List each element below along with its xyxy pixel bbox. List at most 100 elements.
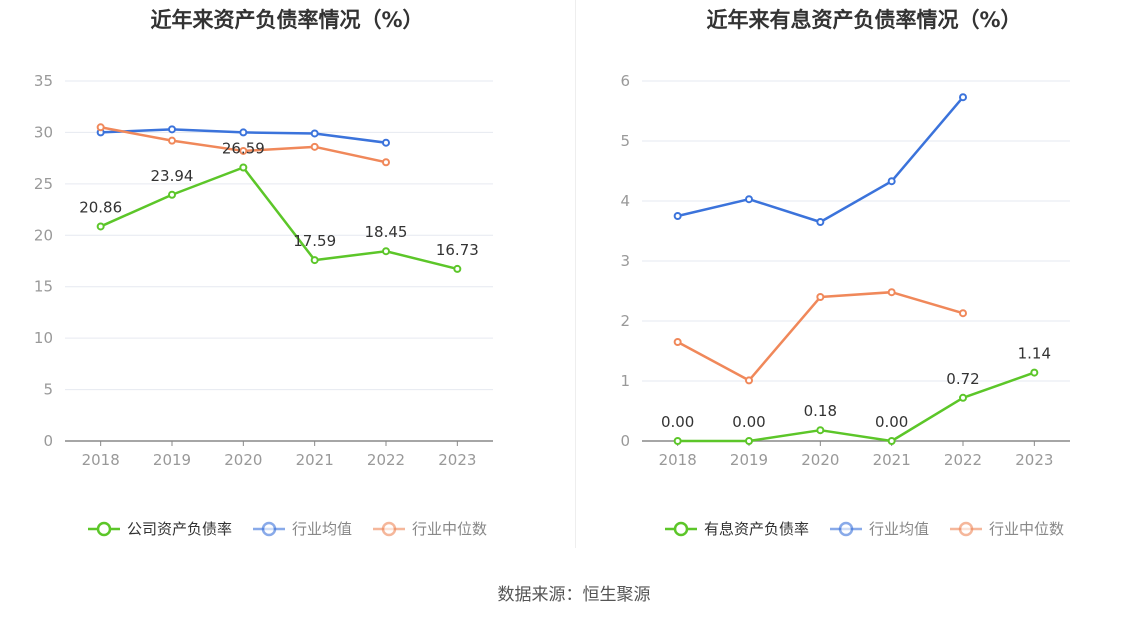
x-tick-label: 2021 (873, 451, 911, 469)
y-tick-label: 20 (34, 226, 53, 244)
series-line[interactable] (677, 290, 964, 382)
data-point[interactable] (239, 163, 248, 172)
data-point[interactable] (382, 247, 390, 256)
x-tick-label: 2021 (296, 451, 334, 469)
data-label: 0.00 (661, 413, 694, 431)
legend-swatch (664, 521, 697, 536)
legend-label: 公司资产负债率 (126, 520, 232, 538)
y-tick-label: 25 (34, 175, 53, 193)
legend-item[interactable]: 有息资产负债率 (664, 518, 809, 539)
legend: 有息资产负债率 行业均值 行业中位数 (577, 518, 1148, 539)
data-point[interactable] (673, 212, 682, 220)
y-tick-label: 5 (43, 381, 53, 399)
legend-item[interactable]: 行业均值 (829, 518, 929, 539)
plot-area: 0 1 2 3 4 5 6 2018 2019 2020 2021 2022 2023 0.00 0.00 0… (620, 72, 1070, 469)
data-label: 0.00 (875, 413, 908, 431)
data-label: 0.72 (946, 370, 979, 388)
series-line[interactable] (100, 166, 458, 271)
data-point[interactable] (959, 93, 967, 102)
legend-label: 行业中位数 (412, 520, 488, 538)
legend-label: 行业均值 (291, 520, 352, 538)
y-tick-label: 0 (43, 432, 53, 450)
y-tick-label: 1 (620, 372, 630, 390)
legend-item[interactable]: 行业中位数 (949, 518, 1064, 539)
y-tick-label: 15 (34, 278, 53, 296)
x-tick-label: 2022 (367, 451, 405, 469)
series-line[interactable] (677, 96, 964, 224)
legend-swatch (829, 521, 862, 536)
data-point[interactable] (382, 138, 390, 147)
legend-label: 行业均值 (868, 520, 929, 538)
x-tick-label: 2019 (153, 451, 191, 469)
legend-swatch (950, 521, 982, 536)
y-tick-label: 0 (620, 432, 630, 450)
x-tick-label: 2018 (82, 451, 120, 469)
data-point[interactable] (1030, 368, 1039, 377)
y-tick-label: 2 (620, 312, 630, 330)
data-point[interactable] (959, 393, 967, 402)
data-point[interactable] (453, 264, 462, 273)
data-point[interactable] (310, 129, 319, 138)
data-point[interactable] (673, 437, 682, 445)
data-point[interactable] (96, 123, 105, 132)
legend: 公司资产负债率 行业均值 行业中位数 (0, 518, 574, 539)
data-label: 20.86 (79, 198, 122, 216)
data-point[interactable] (673, 338, 682, 346)
x-tick-label: 2022 (944, 451, 982, 469)
data-label: 26.59 (222, 140, 265, 158)
data-point[interactable] (168, 125, 176, 134)
data-point[interactable] (168, 136, 176, 145)
y-tick-label: 5 (620, 132, 630, 150)
asset-liability-chart: 近年来资产负债率情况（%） 0 5 10 15 20 25 30 35 2018 2019 2020… (0, 0, 574, 560)
data-label: 1.14 (1018, 345, 1051, 363)
data-point[interactable] (310, 256, 319, 265)
data-label: 0.00 (732, 413, 765, 431)
data-point[interactable] (816, 218, 825, 226)
x-tick-label: 2019 (730, 451, 768, 469)
data-point[interactable] (816, 426, 825, 435)
y-tick-label: 30 (34, 123, 53, 141)
data-point[interactable] (745, 437, 753, 445)
x-tick-label: 2020 (801, 451, 839, 469)
legend-swatch (252, 521, 285, 536)
data-label: 18.45 (365, 223, 408, 241)
x-tick-label: 2020 (224, 451, 262, 469)
data-point[interactable] (816, 293, 825, 301)
data-point[interactable] (96, 222, 105, 231)
legend-swatch (87, 521, 120, 536)
data-label: 17.59 (293, 232, 336, 250)
data-point[interactable] (168, 190, 176, 199)
interest-bearing-liability-chart: 近年来有息资产负债率情况（%） 0 1 2 3 4 5 6 2018 2019 2020 2021 2… (577, 0, 1148, 560)
legend-item[interactable]: 行业均值 (252, 518, 352, 539)
legend-item[interactable]: 行业中位数 (372, 518, 487, 539)
data-point[interactable] (745, 376, 753, 385)
y-tick-label: 4 (620, 192, 630, 210)
data-point[interactable] (887, 288, 896, 297)
legend-swatch (373, 521, 405, 536)
data-point[interactable] (310, 142, 319, 151)
chart-title: 近年来有息资产负债率情况（%） (706, 8, 1022, 32)
x-tick-label: 2023 (1015, 451, 1053, 469)
data-point[interactable] (239, 128, 248, 137)
legend-label: 有息资产负债率 (703, 520, 809, 538)
legend-item[interactable]: 公司资产负债率 (87, 518, 232, 539)
y-tick-label: 3 (620, 252, 630, 270)
data-label: 23.94 (151, 167, 194, 185)
divider (575, 0, 576, 548)
data-point[interactable] (887, 437, 896, 445)
data-point[interactable] (239, 146, 248, 155)
data-point[interactable] (382, 158, 390, 167)
y-tick-label: 35 (34, 72, 53, 90)
data-point[interactable] (745, 195, 753, 204)
data-label: 0.18 (804, 402, 837, 420)
plot-area: 0 5 10 15 20 25 30 35 2018 2019 2020 2021 2022 2023 20… (34, 72, 493, 469)
data-point[interactable] (959, 309, 967, 318)
y-tick-label: 10 (34, 329, 53, 347)
data-source: 数据来源：恒生聚源 (497, 585, 651, 605)
data-label: 16.73 (436, 241, 479, 259)
chart-title: 近年来资产负债率情况（%） (150, 8, 424, 32)
data-point[interactable] (887, 177, 896, 186)
x-tick-label: 2018 (659, 451, 697, 469)
series-line[interactable] (677, 371, 1035, 443)
y-tick-label: 6 (620, 72, 630, 90)
